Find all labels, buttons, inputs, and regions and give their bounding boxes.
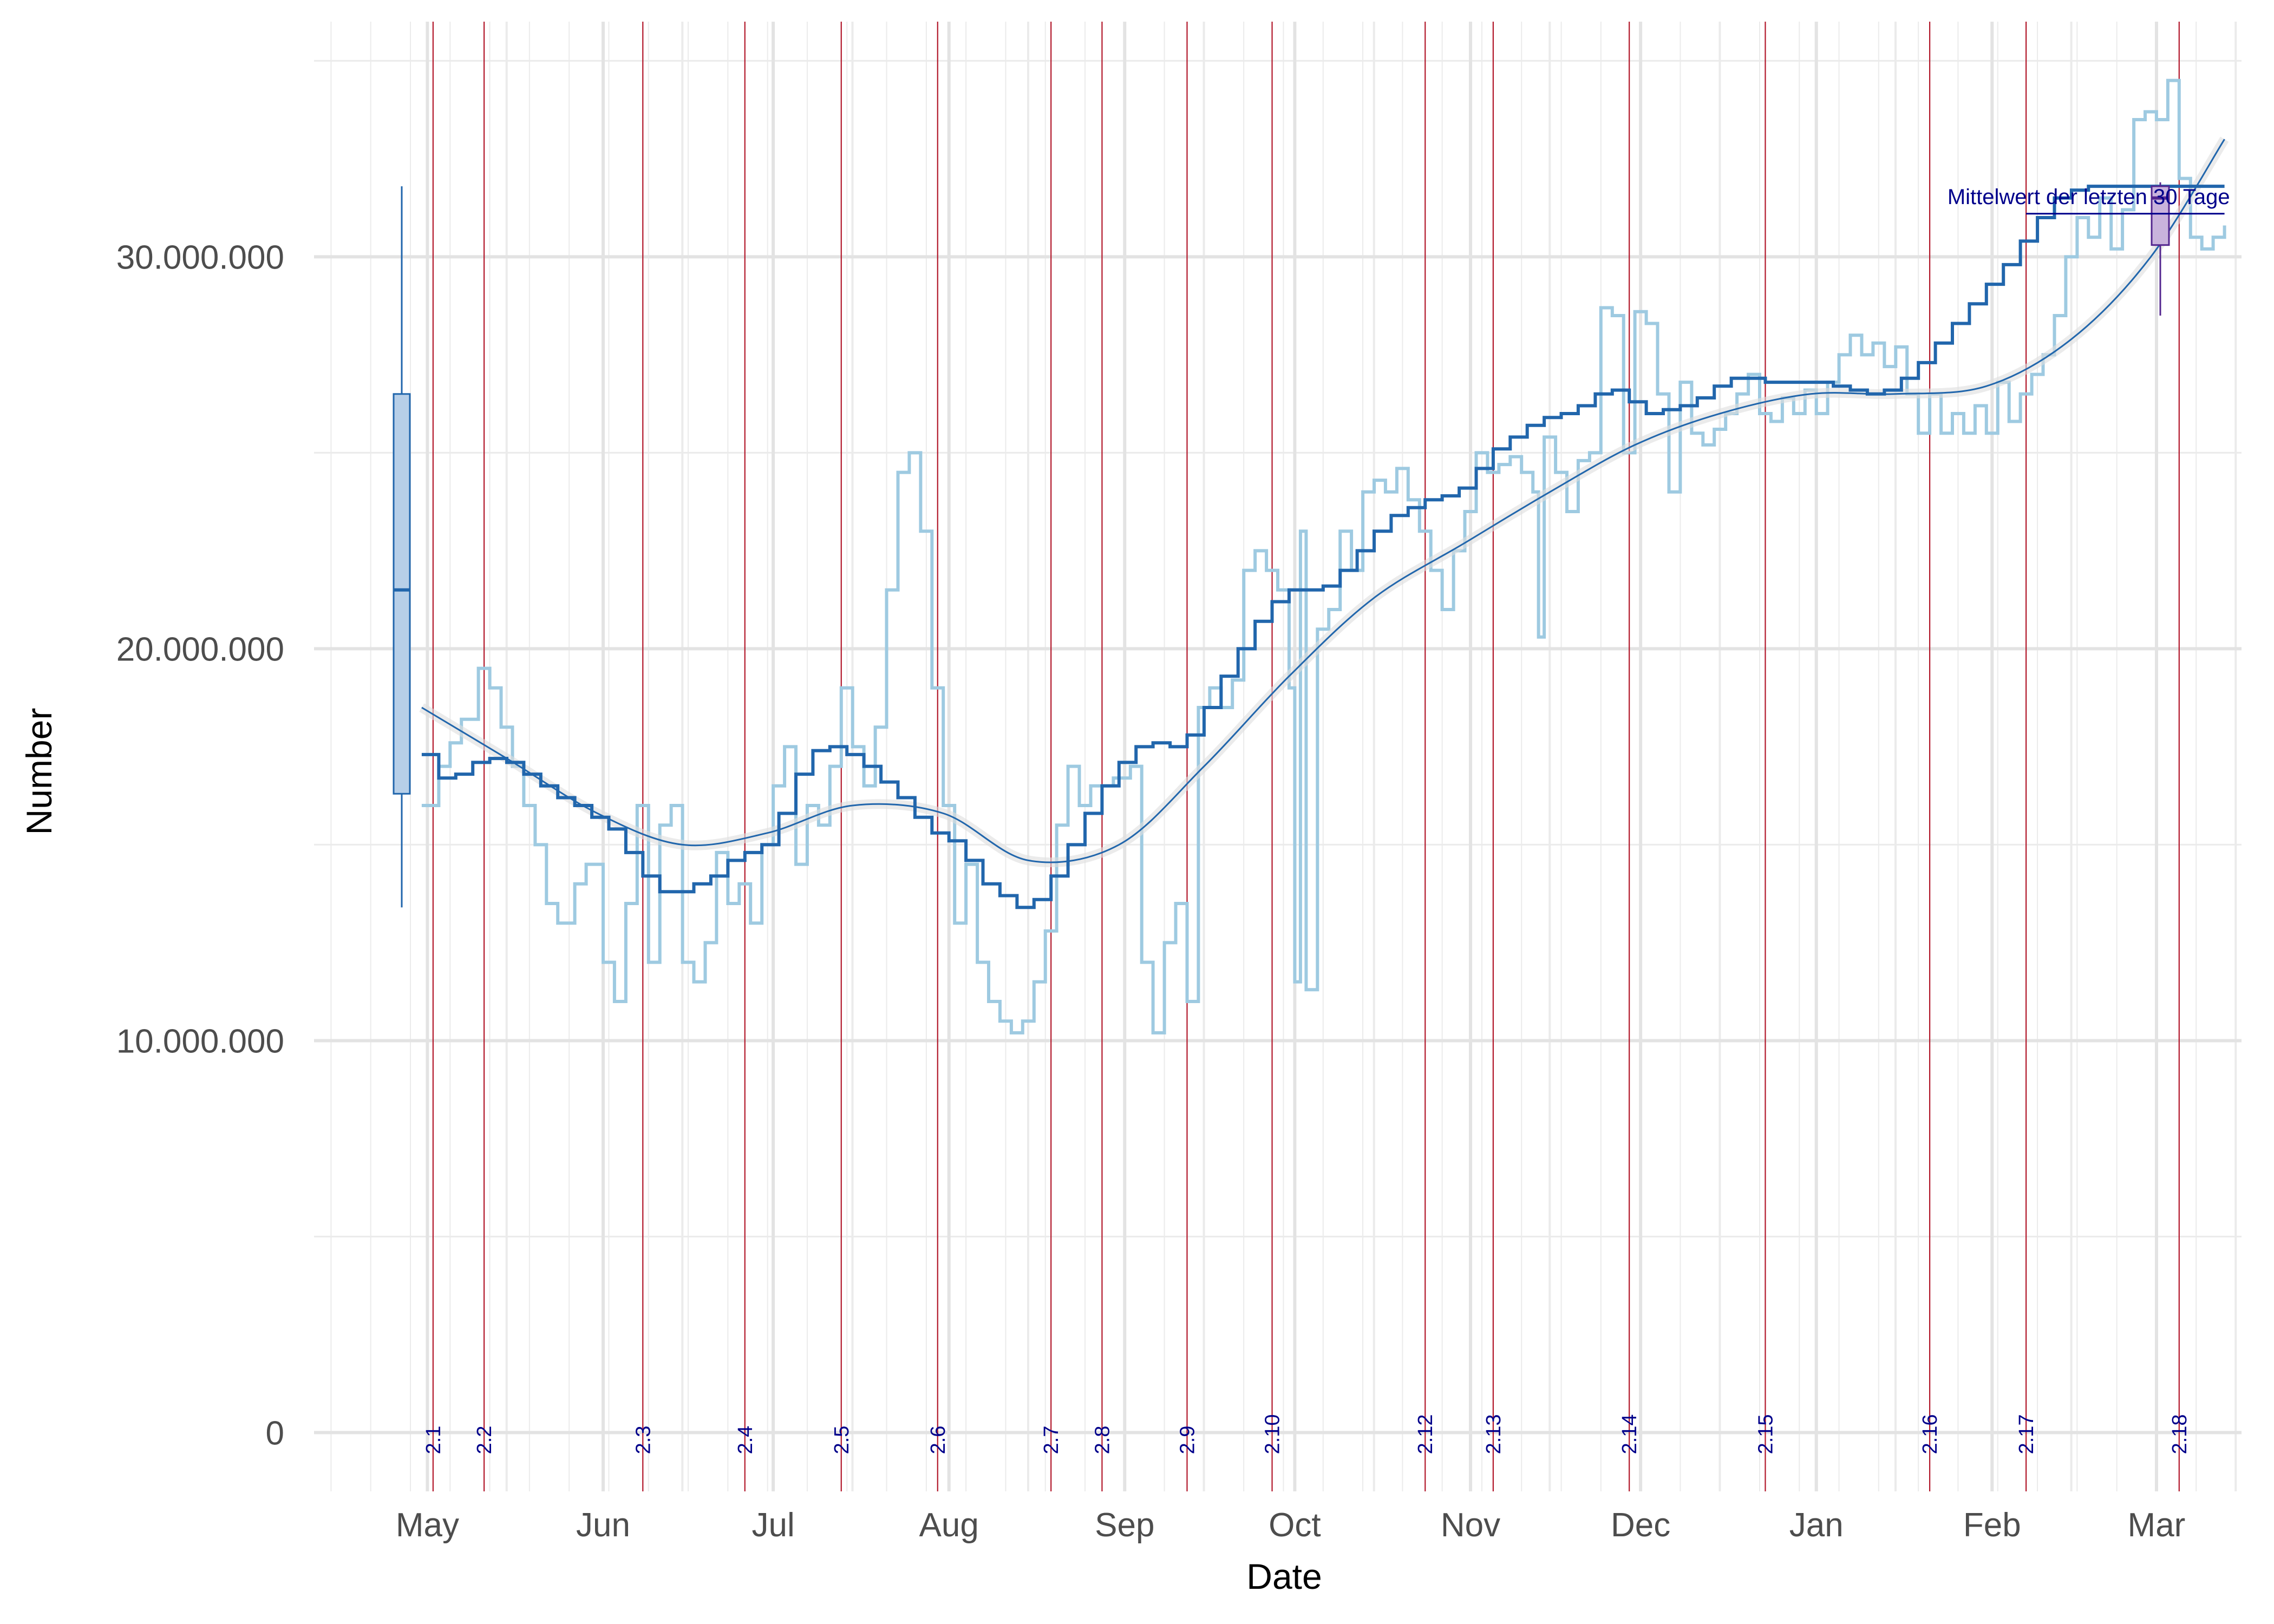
grid-major-y	[314, 255, 2242, 1435]
x-tick-label: Oct	[1269, 1507, 1321, 1544]
mean-last30-label: Mittelwert der letzten 30 Tage	[1948, 185, 2230, 209]
release-label: 2.8	[1091, 1426, 1114, 1455]
x-tick-label: Nov	[1441, 1507, 1500, 1544]
release-label: 2.7	[1040, 1426, 1063, 1455]
release-label: 2.14	[1618, 1414, 1641, 1454]
release-label: 2.3	[632, 1426, 655, 1455]
x-tick-label: Sep	[1095, 1507, 1154, 1544]
x-tick-label: Aug	[919, 1507, 979, 1544]
grid-minor-y	[314, 60, 2242, 1237]
release-label: 2.10	[1262, 1414, 1284, 1454]
release-label: 2.18	[2168, 1414, 2191, 1454]
release-label: 2.16	[1919, 1414, 1942, 1454]
release-label: 2.12	[1414, 1414, 1437, 1454]
release-labels: 2.1 2.2 2.3 2.4 2.5 2.6 2.7 2.8 2.9 2.10 2.12 2.13 2…	[422, 1414, 2191, 1454]
x-tick-label: Feb	[1963, 1507, 2021, 1544]
x-tick-label: May	[396, 1507, 459, 1544]
release-label: 2.9	[1176, 1426, 1199, 1455]
x-tick-label: Jun	[576, 1507, 630, 1544]
y-tick-labels: 0 10.000.000 20.000.000 30.000.000	[116, 239, 284, 1452]
release-label: 2.1	[422, 1426, 445, 1455]
series-trend-layer	[419, 136, 2229, 867]
series-rolling-layer	[421, 185, 2225, 909]
y-tick-label: 20.000.000	[116, 631, 284, 668]
release-label: 2.6	[927, 1426, 950, 1455]
mean-annotation: Mittelwert der letzten 30 Tage	[1948, 185, 2230, 215]
y-axis-title: Number	[19, 708, 59, 835]
release-label: 2.2	[473, 1426, 496, 1455]
release-label: 2.17	[2015, 1414, 2038, 1454]
series-rolling-line	[421, 185, 2225, 909]
x-tick-label: Dec	[1611, 1507, 1670, 1544]
x-tick-labels: May Jun Jul Aug Sep Oct Nov Dec Jan Feb Mar	[396, 1507, 2185, 1544]
x-tick-label: Mar	[2128, 1507, 2186, 1544]
boxplot-last30-box	[2151, 185, 2170, 246]
y-tick-label: 30.000.000	[116, 239, 284, 276]
release-label: 2.15	[1754, 1414, 1777, 1454]
boxplots	[393, 182, 2170, 908]
y-tick-label: 10.000.000	[116, 1023, 284, 1060]
x-tick-label: Jan	[1789, 1507, 1844, 1544]
x-axis-title: Date	[1246, 1556, 1322, 1596]
x-tick-label: Jul	[752, 1507, 794, 1544]
boxplot-all-box	[393, 393, 411, 795]
y-tick-label: 0	[266, 1415, 284, 1452]
grid-major-x	[426, 22, 2158, 1491]
release-label: 2.5	[831, 1426, 853, 1455]
series-trend-line	[421, 139, 2225, 863]
release-label: 2.13	[1482, 1414, 1505, 1454]
release-label: 2.4	[734, 1426, 757, 1455]
